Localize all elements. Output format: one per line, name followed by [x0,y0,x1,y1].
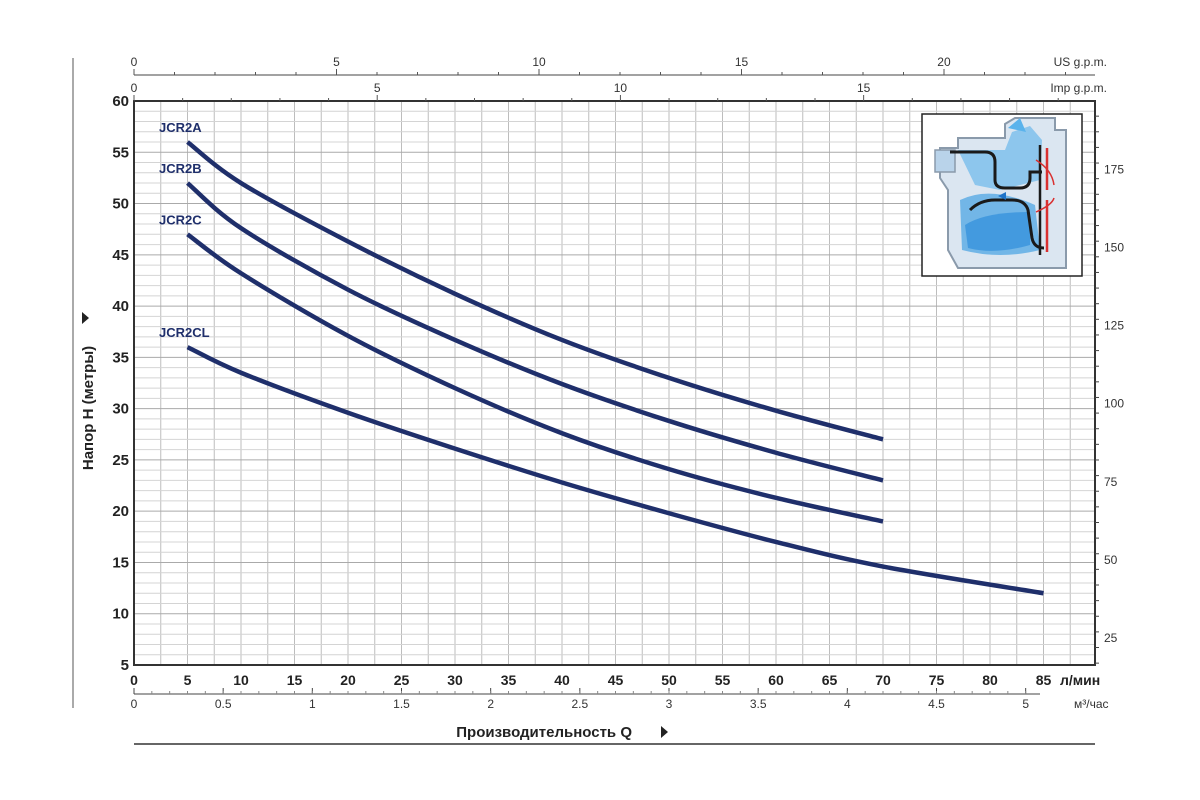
plot-frame [133,100,1096,666]
m3-tick-label: 4 [844,697,851,711]
x-axis-ticks: 0 5 10 15 20 25 30 35 40 45 50 55 60 65 70 75 80 85 [130,672,1051,688]
y-axis-arrow-icon [82,312,89,324]
us-gpm-tick-label: 5 [333,55,340,69]
x-tick-label: 5 [184,672,192,688]
y-tick-label: 50 [112,196,129,213]
curve-jcr2cl [186,345,1044,596]
x-tick-label: 25 [394,672,410,688]
x-tick-label: 60 [768,672,784,688]
m3-tick-label: 2.5 [571,697,588,711]
us-gpm-scale: 0 5 10 15 20 [131,55,1066,75]
x-tick-label: 20 [340,672,356,688]
m3-tick-label: 0.5 [215,697,232,711]
x-axis-title-group: Производительность Q [456,724,668,741]
m3-tick-label: 1 [309,697,316,711]
curve-label-jcr2c: JCR2C [159,212,202,227]
us-gpm-tick-label: 0 [131,55,138,69]
y-tick-label: 35 [112,349,129,366]
y-axis-title: Напор H (метры) [80,346,97,470]
curve-label-jcr2cl: JCR2CL [159,325,210,340]
y-axis-title-group: Напор H (метры) [80,312,97,470]
curve-jcr2a [186,140,884,442]
right-tick-label: 100 [1104,397,1124,411]
m3-unit-label: м³/час [1074,697,1109,711]
curve-label-jcr2a: JCR2A [159,120,202,135]
us-gpm-tick-label: 20 [937,55,951,69]
x-tick-label: 0 [130,672,138,688]
m3-scale: 0 0.5 1 1.5 2 2.5 3 3.5 4 4.5 5 [131,688,1029,711]
x-tick-label: 40 [554,672,570,688]
imp-gpm-scale: 0 5 10 15 [131,81,1059,101]
right-tick-label: 150 [1104,240,1124,254]
right-tick-label: 25 [1104,631,1118,645]
curve-jcr2c [186,232,884,524]
y-tick-label: 45 [112,247,129,264]
right-tick-label: 50 [1104,553,1118,567]
y-tick-label: 30 [112,401,129,418]
pump-cross-section-illustration [921,113,1083,277]
imp-gpm-tick-label: 15 [857,81,871,95]
m3-tick-label: 0 [131,697,138,711]
right-tick-label: 125 [1104,319,1124,333]
y-axis-ticks: 5 10 15 20 25 30 35 40 45 50 55 60 [112,93,129,674]
x-tick-label: 30 [447,672,463,688]
x-tick-label: 75 [929,672,945,688]
imp-gpm-tick-label: 5 [374,81,381,95]
imp-gpm-label: Imp g.p.m. [1050,81,1107,95]
y-tick-label: 25 [112,452,129,469]
x-tick-label: 35 [501,672,517,688]
m3-tick-label: 1.5 [393,697,410,711]
x-tick-label: 50 [661,672,677,688]
x-axis-arrow-icon [661,726,668,738]
m3-tick-label: 5 [1022,697,1029,711]
m3-tick-label: 4.5 [928,697,945,711]
curve-label-jcr2b: JCR2B [159,161,202,176]
us-gpm-tick-label: 15 [735,55,749,69]
y-tick-label: 40 [112,298,129,315]
x-tick-label: 55 [715,672,731,688]
us-gpm-tick-label: 10 [532,55,546,69]
x-tick-label: 10 [233,672,249,688]
right-tick-label: 75 [1104,475,1118,489]
x-axis-title: Производительность Q [456,724,632,741]
imp-gpm-tick-label: 10 [614,81,628,95]
x-unit-label: л/мин [1060,672,1100,688]
m3-tick-label: 2 [487,697,494,711]
right-scale: 25 50 75 100 125 150 175 [1095,115,1124,664]
y-tick-label: 5 [121,657,129,674]
curves: JCR2A JCR2B JCR2C JCR2CL [159,120,1044,596]
y-tick-label: 10 [112,606,129,623]
m3-tick-label: 3.5 [750,697,767,711]
m3-tick-label: 3 [666,697,673,711]
x-tick-label: 15 [287,672,303,688]
imp-gpm-tick-label: 0 [131,81,138,95]
curve-jcr2b [186,181,884,483]
us-gpm-label: US g.p.m. [1054,55,1107,69]
right-tick-label: 175 [1104,162,1124,176]
x-tick-label: 80 [982,672,998,688]
y-tick-label: 20 [112,503,129,520]
y-tick-label: 55 [112,144,129,161]
x-tick-label: 70 [875,672,891,688]
x-tick-label: 65 [822,672,838,688]
x-tick-label: 85 [1036,672,1052,688]
x-tick-label: 45 [608,672,624,688]
y-tick-label: 15 [112,554,129,571]
y-tick-label: 60 [112,93,129,110]
